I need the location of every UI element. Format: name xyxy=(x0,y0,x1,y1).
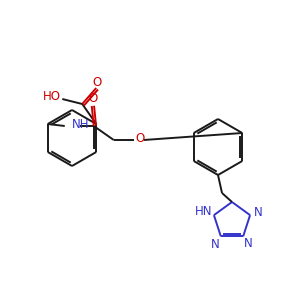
Text: HN: HN xyxy=(195,205,212,218)
Text: HO: HO xyxy=(43,89,61,103)
Text: O: O xyxy=(93,76,102,88)
Text: N: N xyxy=(254,206,263,219)
Text: O: O xyxy=(88,92,98,106)
Text: N: N xyxy=(211,238,219,251)
Text: NH: NH xyxy=(72,118,89,131)
Text: N: N xyxy=(244,237,253,250)
Text: O: O xyxy=(135,131,144,145)
